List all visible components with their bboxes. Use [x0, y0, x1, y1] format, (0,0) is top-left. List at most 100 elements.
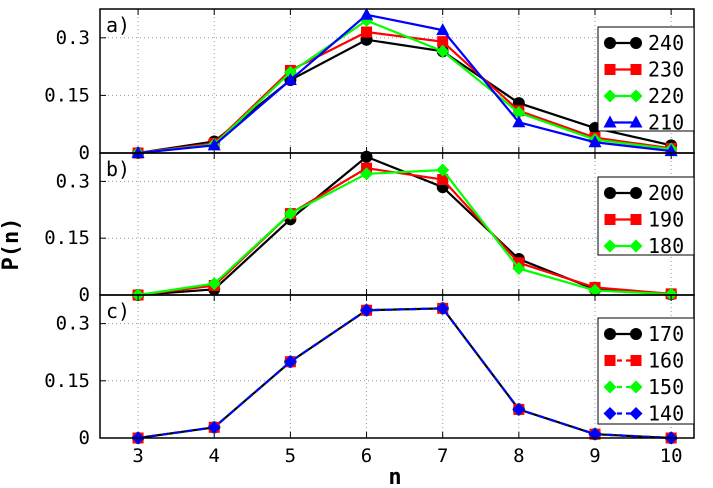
legend-item-200: 200 [604, 181, 684, 205]
legend-marker [604, 37, 616, 49]
legend-label: 220 [648, 84, 684, 108]
legend-marker [603, 380, 617, 394]
data-point [437, 36, 449, 48]
legend-marker [604, 328, 616, 340]
panel-label: c) [106, 299, 130, 323]
series-line [137, 307, 672, 440]
legend-label: 170 [648, 322, 684, 346]
legend-marker [629, 89, 643, 103]
series-line [137, 168, 672, 297]
legend-label: 160 [648, 349, 684, 373]
x-tick-label: 6 [361, 445, 372, 467]
x-tick-label: 7 [437, 445, 448, 467]
data-point [283, 65, 297, 79]
legend-marker [603, 407, 617, 420]
data-point [512, 402, 526, 416]
panel-label: a) [106, 13, 130, 37]
legend-marker [630, 214, 642, 225]
data-point [283, 73, 297, 86]
series-180 [131, 163, 678, 302]
data-point [360, 150, 373, 163]
legend-item-230: 230 [604, 58, 684, 82]
legend-marker [630, 64, 642, 75]
legend-marker [629, 239, 643, 253]
legend-marker [603, 239, 617, 253]
data-point [588, 283, 602, 297]
data-point [664, 287, 678, 301]
legend-label: 230 [648, 58, 684, 82]
series-line [137, 155, 672, 297]
series-line [137, 307, 672, 440]
x-tick-label: 8 [513, 445, 524, 467]
y-axis-label: P(n) [0, 218, 24, 271]
data-point [360, 167, 374, 181]
data-point [512, 115, 526, 128]
data-point [436, 44, 450, 58]
series-line [137, 13, 672, 155]
y-tick-label: 0.15 [44, 227, 90, 249]
data-point [131, 146, 145, 158]
legend-label: 200 [648, 181, 684, 205]
x-tick-label: 9 [589, 445, 600, 467]
legend-marker [604, 187, 616, 199]
legend-marker [629, 115, 643, 128]
series-line [137, 307, 672, 440]
data-point [436, 301, 450, 315]
y-tick-label: 0.15 [44, 84, 90, 106]
legend-marker [629, 407, 643, 420]
data-point [360, 7, 374, 20]
legend-label: 240 [648, 31, 684, 55]
data-point [436, 163, 450, 177]
legend-marker [603, 115, 617, 128]
legend-item-190: 190 [604, 208, 684, 232]
series-line [137, 307, 672, 440]
series-line [137, 19, 672, 155]
legend-marker [629, 380, 643, 394]
legend-label: 140 [648, 402, 684, 426]
x-tick-label: 4 [209, 445, 220, 467]
data-point [361, 26, 373, 38]
legend-item-180: 180 [603, 234, 684, 258]
legend-marker [604, 355, 616, 366]
y-tick-label: 0 [79, 284, 90, 306]
legend-marker [630, 355, 642, 366]
legend-marker [630, 37, 642, 49]
x-tick-label: 3 [132, 445, 143, 467]
data-point [207, 138, 221, 151]
y-tick-label: 0.3 [56, 27, 90, 49]
data-point [512, 261, 526, 275]
data-point [207, 277, 221, 291]
y-tick-label: 0.15 [44, 370, 90, 392]
data-point [512, 106, 526, 120]
series-210 [131, 7, 678, 158]
legend-item-240: 240 [604, 31, 684, 55]
legend-item-140: 140 [603, 402, 684, 426]
data-point [360, 303, 374, 317]
data-point [437, 174, 449, 186]
y-tick-label: 0 [79, 142, 90, 164]
legend-marker [630, 187, 642, 199]
x-axis-label: n [388, 465, 401, 488]
panel-label: b) [106, 157, 130, 181]
legend-item-150: 150 [603, 375, 684, 399]
data-point [283, 355, 297, 369]
legend-marker [603, 89, 617, 103]
legend-label: 150 [648, 375, 684, 399]
data-point [283, 207, 297, 221]
data-point [436, 23, 450, 36]
legend-item-160: 160 [604, 349, 684, 373]
y-tick-label: 0.3 [56, 313, 90, 335]
legend-label: 180 [648, 234, 684, 258]
data-point [207, 420, 221, 434]
legend-label: 190 [648, 208, 684, 232]
legend-label: 210 [648, 111, 684, 135]
legend-marker [604, 64, 616, 75]
